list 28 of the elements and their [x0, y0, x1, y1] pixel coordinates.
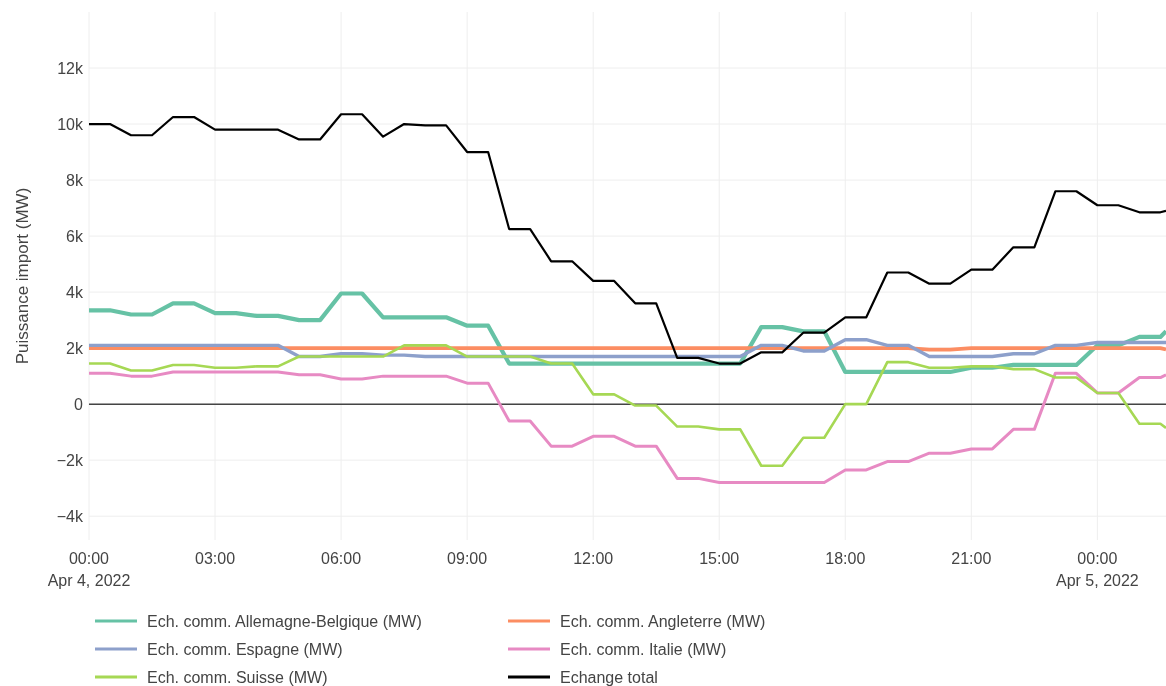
- y-tick-label: 0: [74, 395, 84, 413]
- y-axis-title: Puissance import (MW): [13, 187, 32, 365]
- legend-label: Ech. comm. Suisse (MW): [147, 668, 328, 686]
- y-tick-label: 2k: [66, 339, 84, 357]
- y-tick-label: −2k: [56, 451, 84, 469]
- x-tick-label: 18:00: [825, 550, 866, 567]
- y-tick-label: 8k: [66, 171, 84, 189]
- legend-label: Ech. comm. Espagne (MW): [147, 640, 343, 658]
- x-tick-label: 00:00 Apr 5, 2022: [1056, 550, 1139, 589]
- y-tick-label: 4k: [66, 283, 84, 301]
- legend-label: Ech. comm. Allemagne-Belgique (MW): [147, 612, 422, 630]
- line-series: [87, 370, 1166, 485]
- line-series: [87, 344, 1166, 468]
- legend-label: Ech. comm. Angleterre (MW): [560, 612, 766, 630]
- y-tick-label: 10k: [57, 115, 84, 133]
- x-tick-label: 12:00: [573, 550, 614, 567]
- x-tick-label: 00:00 Apr 4, 2022: [47, 550, 131, 589]
- x-tick-label: 09:00: [447, 550, 488, 567]
- x-tick-label: 03:00: [195, 550, 236, 567]
- legend-label: Echange total: [560, 668, 658, 686]
- x-tick-label: 06:00: [321, 550, 362, 567]
- x-tick-label: 21:00: [951, 550, 992, 567]
- legend-label: Ech. comm. Italie (MW): [560, 640, 727, 658]
- y-tick-label: −4k: [56, 507, 84, 525]
- x-tick-label: 15:00: [699, 550, 740, 567]
- y-tick-label: 12k: [57, 59, 84, 77]
- y-tick-label: 6k: [66, 227, 84, 245]
- line-series: [87, 113, 1166, 365]
